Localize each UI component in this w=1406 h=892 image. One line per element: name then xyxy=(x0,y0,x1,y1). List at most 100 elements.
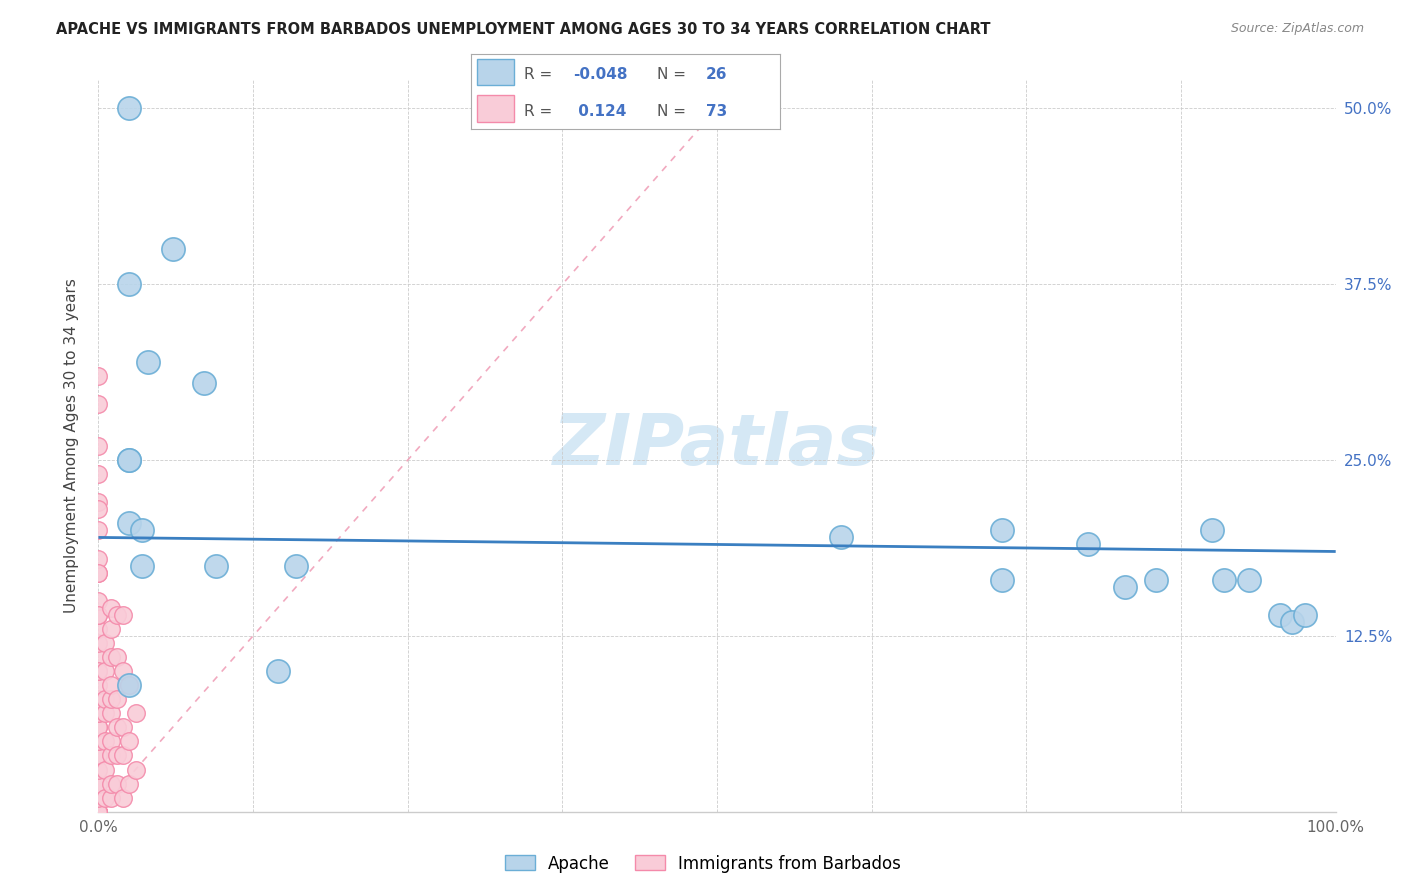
Point xyxy=(118,678,141,692)
Point xyxy=(124,763,146,777)
Point xyxy=(124,706,146,721)
Point xyxy=(100,650,122,665)
Point xyxy=(990,573,1012,587)
Point xyxy=(1114,580,1136,594)
Text: -0.048: -0.048 xyxy=(574,67,627,82)
Point xyxy=(118,734,141,748)
Text: ZIPatlas: ZIPatlas xyxy=(554,411,880,481)
Point xyxy=(131,524,153,538)
Point xyxy=(105,720,128,734)
Point xyxy=(830,530,852,544)
Point xyxy=(93,734,115,748)
Point xyxy=(87,467,110,482)
Point xyxy=(1144,573,1167,587)
Point xyxy=(112,720,135,734)
Point xyxy=(100,600,122,615)
Point xyxy=(131,558,153,573)
Point xyxy=(100,706,122,721)
Point xyxy=(87,805,110,819)
Point xyxy=(87,706,110,721)
Point xyxy=(105,607,128,622)
Text: 26: 26 xyxy=(706,67,727,82)
Text: Source: ZipAtlas.com: Source: ZipAtlas.com xyxy=(1230,22,1364,36)
Point xyxy=(87,678,110,692)
Point xyxy=(87,495,110,509)
Point xyxy=(87,551,110,566)
Point xyxy=(100,776,122,790)
Y-axis label: Unemployment Among Ages 30 to 34 years: Unemployment Among Ages 30 to 34 years xyxy=(65,278,79,614)
Point xyxy=(87,748,110,763)
Point xyxy=(87,748,110,763)
Text: N =: N = xyxy=(657,103,686,119)
Point xyxy=(100,692,122,706)
Point xyxy=(1237,573,1260,587)
Point xyxy=(87,439,110,453)
Point xyxy=(100,622,122,636)
Point xyxy=(118,776,141,790)
Point xyxy=(87,650,110,665)
Legend: Apache, Immigrants from Barbados: Apache, Immigrants from Barbados xyxy=(498,848,908,880)
Point xyxy=(87,524,110,538)
Bar xyxy=(477,59,515,86)
Point xyxy=(100,734,122,748)
Point xyxy=(87,805,110,819)
Point xyxy=(1213,573,1236,587)
Point xyxy=(118,102,141,116)
Point xyxy=(93,763,115,777)
Point xyxy=(193,376,215,390)
Point xyxy=(87,720,110,734)
Point xyxy=(87,368,110,383)
Point xyxy=(1077,537,1099,551)
Point xyxy=(87,805,110,819)
Point xyxy=(990,524,1012,538)
Point xyxy=(87,593,110,607)
Point xyxy=(93,706,115,721)
Text: 0.124: 0.124 xyxy=(574,103,627,119)
Point xyxy=(87,763,110,777)
Point xyxy=(93,790,115,805)
Point xyxy=(87,664,110,678)
Point xyxy=(105,748,128,763)
Point xyxy=(1201,524,1223,538)
Point xyxy=(1268,607,1291,622)
Point xyxy=(87,607,110,622)
Point xyxy=(1294,607,1316,622)
Point xyxy=(87,734,110,748)
Point xyxy=(87,734,110,748)
Point xyxy=(87,566,110,580)
Point xyxy=(87,397,110,411)
Point xyxy=(87,805,110,819)
Point xyxy=(112,607,135,622)
Point xyxy=(136,354,159,368)
Point xyxy=(112,748,135,763)
Point xyxy=(87,502,110,516)
Point xyxy=(118,453,141,467)
Point xyxy=(267,664,290,678)
Point xyxy=(87,692,110,706)
Point xyxy=(87,805,110,819)
Point xyxy=(87,622,110,636)
Point xyxy=(93,636,115,650)
Point xyxy=(162,242,184,256)
Point xyxy=(87,805,110,819)
Point xyxy=(1281,615,1303,629)
Point xyxy=(100,678,122,692)
Text: 73: 73 xyxy=(706,103,727,119)
Text: R =: R = xyxy=(523,103,551,119)
Point xyxy=(87,776,110,790)
Point xyxy=(87,664,110,678)
Point xyxy=(87,566,110,580)
Text: N =: N = xyxy=(657,67,686,82)
Bar xyxy=(477,95,515,122)
Text: R =: R = xyxy=(523,67,551,82)
Point xyxy=(205,558,228,573)
Point xyxy=(87,805,110,819)
Point xyxy=(105,692,128,706)
Point xyxy=(87,706,110,721)
Point xyxy=(87,607,110,622)
Point xyxy=(93,664,115,678)
Point xyxy=(118,453,141,467)
Text: APACHE VS IMMIGRANTS FROM BARBADOS UNEMPLOYMENT AMONG AGES 30 TO 34 YEARS CORREL: APACHE VS IMMIGRANTS FROM BARBADOS UNEMP… xyxy=(56,22,991,37)
Point xyxy=(87,720,110,734)
Point xyxy=(93,692,115,706)
